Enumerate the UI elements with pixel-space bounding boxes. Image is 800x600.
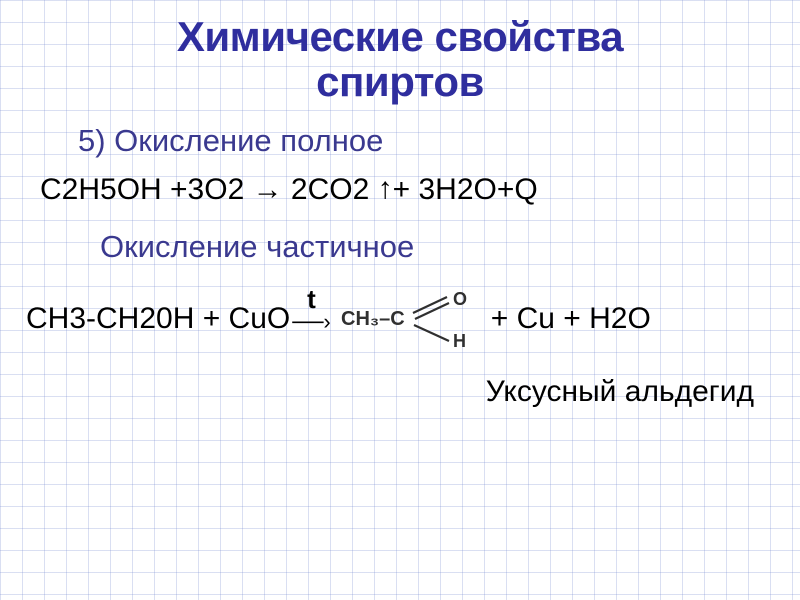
up-arrow-icon: ↑	[378, 172, 393, 206]
equation-1-left: C2H5OH +3O2 → 2CO2	[40, 173, 378, 206]
slide-content: Химические свойства спиртов 5) Окисление…	[18, 14, 782, 409]
equation-2-reaction-arrow: t ──›	[292, 306, 331, 332]
page-title: Химические свойства спиртов	[18, 14, 782, 105]
aldehyde-h: H	[453, 331, 466, 351]
equation-2-left: CH3-CH20H + CuO	[26, 302, 290, 336]
product-name: Уксусный альдегид	[18, 375, 754, 409]
equation-1-right: + 3H2O+Q	[393, 173, 538, 206]
section-heading-2: Окисление частичное	[100, 229, 782, 265]
aldehyde-structure-icon: CH₃–C O H	[337, 287, 487, 351]
equation-2-right: + Cu + H2O	[491, 302, 651, 336]
aldehyde-o: O	[453, 289, 467, 309]
aldehyde-ch3c: CH₃–C	[341, 308, 405, 330]
arrow-icon: ──›	[292, 309, 331, 334]
equation-1: C2H5OH +3O2 → 2CO2 ↑+ 3H2O+Q	[40, 173, 782, 207]
equation-2: CH3-CH20H + CuO t ──› CH₃–C O H + Cu + H…	[26, 287, 782, 351]
slide-container: Химические свойства спиртов 5) Окисление…	[0, 0, 800, 600]
section-heading-1: 5) Окисление полное	[78, 123, 782, 159]
